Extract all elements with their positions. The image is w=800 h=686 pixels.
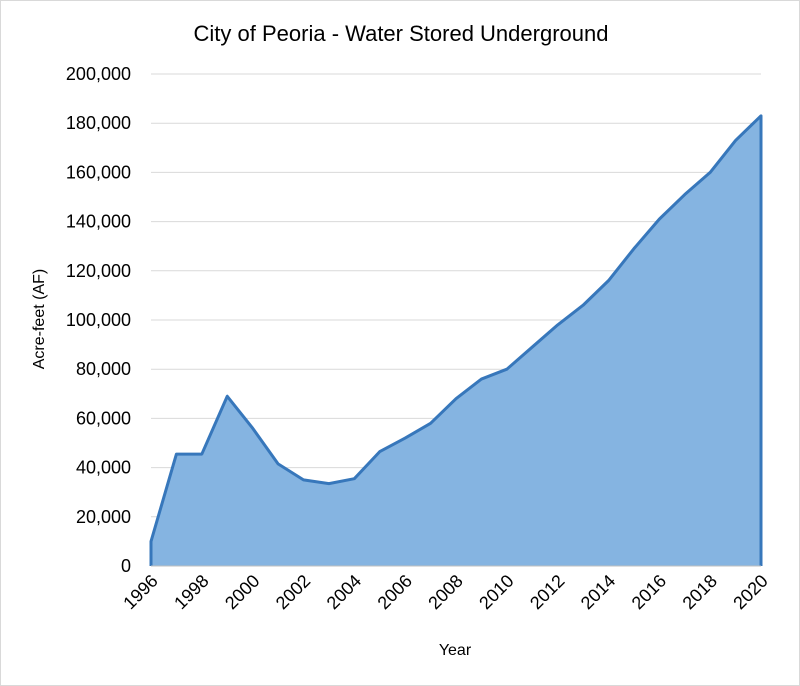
y-tick-label: 80,000 (76, 359, 131, 379)
x-tick-label: 2000 (221, 571, 263, 613)
y-axis-label: Acre-feet (AF) (31, 269, 48, 369)
y-tick-labels: 0 20,000 40,000 60,000 80,000 100,000 120,000 1… (66, 64, 131, 576)
y-tick-label: 120,000 (66, 261, 131, 281)
x-tick-label: 2004 (323, 571, 365, 613)
y-tick-label: 140,000 (66, 212, 131, 232)
x-tick-label: 2016 (628, 571, 670, 613)
y-tick-label: 180,000 (66, 113, 131, 133)
y-tick-label: 160,000 (66, 162, 131, 182)
x-tick-label: 2014 (577, 571, 619, 613)
x-tick-labels: 1996 1998 2000 2002 2004 2006 2008 2010 2012 2014… (119, 571, 771, 613)
x-tick-label: 1998 (170, 571, 212, 613)
plot-area (149, 114, 763, 566)
x-tick-label: 2018 (679, 571, 721, 613)
y-tick-label: 0 (121, 556, 131, 576)
series-area-fill (151, 115, 761, 566)
x-tick-label: 2012 (526, 571, 568, 613)
y-tick-label: 20,000 (76, 507, 131, 527)
x-tick-label: 2002 (272, 571, 314, 613)
y-tick-label: 60,000 (76, 408, 131, 428)
x-axis-label: Year (439, 642, 472, 659)
y-tick-label: 40,000 (76, 458, 131, 478)
series-line (149, 114, 763, 566)
x-tick-label: 2010 (475, 571, 517, 613)
y-tick-label: 200,000 (66, 64, 131, 84)
x-tick-label: 1996 (119, 571, 161, 613)
x-tick-label: 2020 (729, 571, 771, 613)
y-tick-label: 100,000 (66, 310, 131, 330)
x-tick-label: 2006 (374, 571, 416, 613)
chart-title: City of Peoria - Water Stored Undergroun… (194, 21, 609, 46)
x-tick-label: 2008 (424, 571, 466, 613)
